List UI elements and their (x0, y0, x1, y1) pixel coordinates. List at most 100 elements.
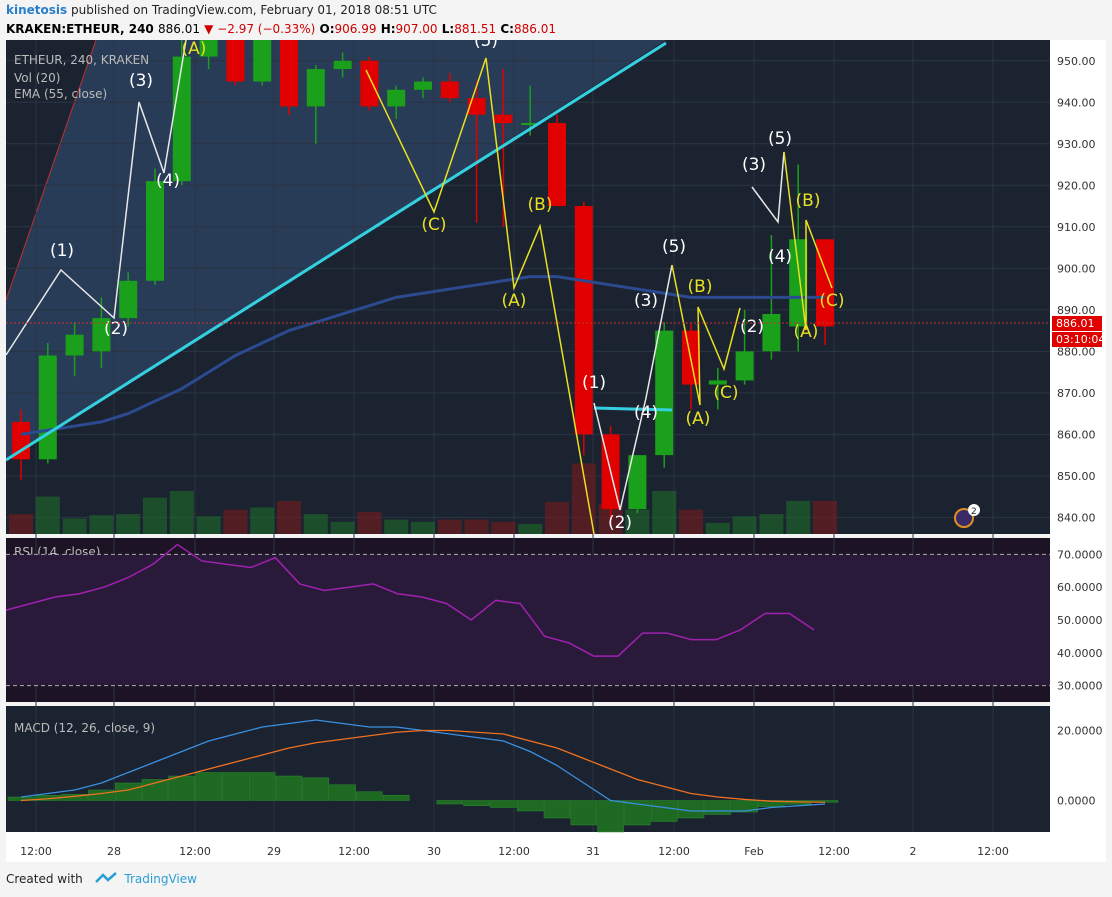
candle-body (762, 313, 781, 352)
wave-path (783, 151, 833, 331)
axis-labels: 950.00 940.00 930.00 920.00 910.00 900.00 890.… (20, 55, 1095, 858)
channel-upper-line (5, 39, 97, 301)
candle-body (574, 206, 593, 435)
volume-bar (437, 519, 462, 534)
volume-bar (303, 514, 328, 534)
candle-body (708, 380, 727, 385)
macd-histogram-bar (704, 800, 732, 815)
macd-histogram-bar (436, 800, 464, 805)
author-name[interactable]: kinetosis (6, 3, 68, 17)
volume-bar (545, 502, 569, 534)
wave-label: (C) (713, 383, 738, 403)
volume-bar (116, 514, 141, 534)
price-axis-label: 850.00 (1057, 470, 1096, 483)
volume-bar (277, 500, 301, 534)
macd-lines: 20.0000 0.0000 (7, 719, 1103, 833)
publish-info: published on TradingView.com, February 0… (70, 3, 437, 17)
wave-label: (A) (686, 409, 711, 429)
price-axis[interactable] (1050, 40, 1106, 832)
candle-body (306, 69, 325, 107)
wave-label: (4) (634, 403, 658, 423)
wave-path (593, 264, 673, 511)
badge-circle (968, 504, 980, 516)
wave-label: (3) (634, 291, 658, 311)
tradingview-logo-icon[interactable] (94, 872, 117, 887)
time-axis[interactable] (6, 832, 1106, 862)
candle-body (280, 19, 298, 107)
volume-bar (35, 496, 60, 534)
ema-path (20, 275, 825, 436)
time-axis-label: 12:00 (498, 845, 530, 858)
macd-histogram-bar (543, 800, 571, 819)
volume-bar (705, 522, 730, 534)
chart-container[interactable]: (A) (1) (2) (3) (4) (5) (C) (B) (A) (1) (2) (3) (4) (… (5, 10, 1106, 862)
elliott-wave-labels: (A) (1) (2) (3) (4) (5) (C) (B) (A) (1) (2) (3) (4) (… (50, 31, 845, 533)
macd-histogram-bar (597, 800, 624, 833)
wave-label: (A) (182, 40, 207, 59)
volume-bar (357, 511, 382, 534)
wave-path (751, 151, 785, 225)
macd-histogram-bar (168, 775, 196, 801)
time-axis-label: 12:00 (338, 845, 370, 858)
volume-bar (143, 497, 167, 534)
macd-pane[interactable] (6, 706, 1050, 832)
wave-label: (C) (421, 215, 446, 235)
support-line[interactable] (593, 406, 673, 412)
ema-line (20, 275, 825, 436)
time-axis-label: 12:00 (977, 845, 1009, 858)
volume-bar (464, 519, 489, 534)
candle-body (146, 181, 164, 281)
publish-header: kinetosis published on TradingView.com, … (6, 3, 437, 17)
macd-histogram-bar (222, 772, 249, 801)
candle-body (119, 280, 138, 319)
price-axis-label: 880.00 (1057, 345, 1096, 358)
macd-histogram-bar (490, 800, 517, 808)
ideas-icon[interactable] (954, 508, 974, 528)
wave-path (5, 39, 187, 356)
legend-vol: Vol (20) (14, 71, 60, 85)
countdown-text: 03:10:04 (1056, 333, 1105, 346)
time-axis-label: 28 (107, 845, 121, 858)
price-chart[interactable]: (A) (1) (2) (3) (4) (5) (C) (B) (A) (1) (2) (3) (4) (… (5, 10, 1106, 862)
candle-body (414, 81, 432, 90)
wave-path (365, 57, 595, 535)
time-axis-label: 12:00 (818, 845, 850, 858)
wave-label: (2) (608, 513, 632, 533)
elliott-wave-lines (5, 39, 833, 535)
price-axis-label: 840.00 (1057, 511, 1096, 524)
candle-body (92, 318, 111, 352)
macd-histogram-bar (275, 775, 303, 801)
wave-label: (4) (768, 247, 792, 267)
macd-histogram-bar (570, 800, 598, 826)
price-axis-label: 890.00 (1057, 304, 1096, 317)
current-price-text: 886.01 (1056, 317, 1095, 330)
legend-symbol: ETHEUR, 240, KRAKEN (14, 53, 149, 67)
volume-bar (384, 519, 409, 534)
candle-body (816, 239, 834, 327)
current-price-tag (1052, 316, 1102, 331)
wave-label: (3) (129, 71, 153, 91)
wave-label: (5) (768, 129, 792, 149)
macd-histogram-bar (463, 800, 490, 806)
tradingview-link[interactable]: TradingView (124, 872, 197, 886)
macd-axis-label: 0.0000 (1057, 795, 1096, 808)
macd-histogram-bar (88, 789, 115, 801)
candle-body (253, 19, 272, 82)
close-value: 886.01 (513, 22, 556, 36)
macd-axis-label: 20.0000 (1057, 725, 1103, 738)
macd-histogram-bar (758, 800, 785, 808)
trendline[interactable] (5, 41, 667, 462)
time-axis-label: 12:00 (179, 845, 211, 858)
candle-body (655, 330, 674, 456)
volume-bar (625, 509, 650, 534)
ohlc-header: KRAKEN:ETHEUR, 240 886.01 ▼ −2.97 (−0.33… (6, 22, 556, 36)
price-axis-label: 950.00 (1057, 55, 1096, 68)
volume-bar (813, 500, 837, 534)
candle-body (494, 114, 513, 124)
wave-label: (A) (794, 322, 819, 342)
price-axis-label: 910.00 (1057, 221, 1096, 234)
rsi-axis-label: 50.0000 (1057, 614, 1103, 627)
created-with: Created with (6, 872, 83, 886)
volume-bar (9, 514, 33, 534)
high-value: 907.00 (395, 22, 438, 36)
